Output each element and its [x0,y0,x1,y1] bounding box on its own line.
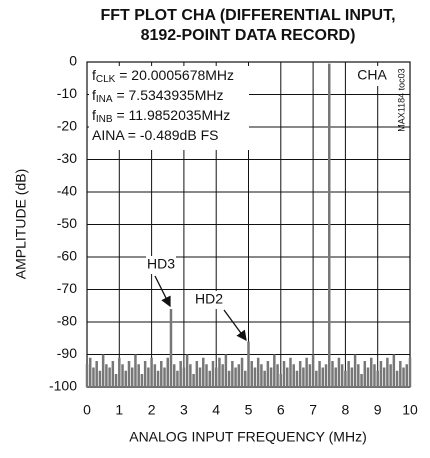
hd3-label: HD3 [147,256,175,272]
x-tick-label: 9 [374,402,382,418]
y-tick-label: -90 [57,345,77,361]
y-axis-label: AMPLITUDE (dB) [13,169,29,279]
x-tick-label: 8 [342,402,350,418]
y-tick-label: -30 [57,150,77,166]
y-tick-label: -80 [57,313,77,329]
x-tick-label: 5 [245,402,253,418]
spectrum [85,63,412,387]
x-tick-label: 3 [180,402,188,418]
annotation-part: INA [96,94,113,105]
annotation-part: INB [96,114,113,125]
annotation-bg [89,66,249,150]
annotation-bg [146,256,176,274]
annotation-bg [353,66,389,86]
chart-title: FFT PLOT CHA (DIFFERENTIAL INPUT, [100,7,395,24]
x-tick-label: 4 [212,402,220,418]
x-tick-label: 10 [402,402,418,418]
y-tick-label: -20 [57,118,77,134]
y-tick-label: -70 [57,280,77,296]
x-tick-label: 2 [148,402,156,418]
annotation-part: CLK [96,74,116,85]
annotation-part: = 20.0005678MHz [115,67,234,83]
x-tick-label: 1 [115,402,123,418]
y-tick-label: -50 [57,215,77,231]
y-tick-label: -10 [57,85,77,101]
arrow [154,275,171,308]
annotation-part: f [92,67,96,83]
x-axis-label: ANALOG INPUT FREQUENCY (MHz) [129,429,367,445]
y-tick-label: -40 [57,183,77,199]
annotation-part: AINA = -0.489dB FS [92,127,218,143]
annotation-part: f [92,87,96,103]
y-tick-label: -100 [49,378,77,394]
x-tick-label: 6 [277,402,285,418]
annotation-part: = 7.5343935MHz [113,87,224,103]
chart-title: 8192-POINT DATA RECORD) [141,27,356,44]
hd2-label: HD2 [195,291,223,307]
figure-id: MAX1184 toc03 [396,68,406,131]
annotation-bg [193,291,225,309]
y-tick-label: -60 [57,248,77,264]
x-tick-label: 7 [309,402,317,418]
annotation: fINA = 7.5343935MHz [92,87,223,105]
x-tick-label: 0 [83,402,91,418]
annotation-part: f [92,107,96,123]
channel-label: CHA [357,67,387,83]
annotation: AINA = -0.489dB FS [92,127,218,143]
annotation: fINB = 11.9852035MHz [92,107,230,125]
annotation: fCLK = 20.0005678MHz [92,67,234,85]
y-tick-label: 0 [69,53,77,69]
annotation-part: = 11.9852035MHz [113,107,231,123]
arrow [223,309,247,342]
